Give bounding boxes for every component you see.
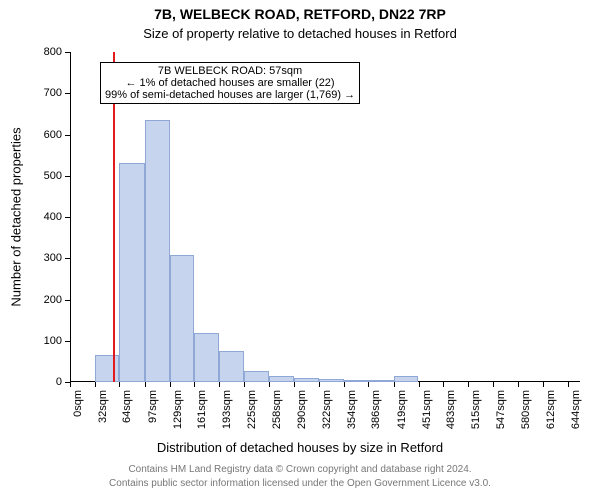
y-tick-mark (65, 300, 70, 301)
y-tick-label: 600 (44, 129, 62, 141)
x-tick-label: 129sqm (172, 390, 184, 440)
x-tick-label: 580sqm (520, 390, 532, 440)
x-tick-label: 0sqm (72, 390, 84, 440)
x-tick-label: 419sqm (396, 390, 408, 440)
x-tick-mark (443, 382, 444, 387)
y-tick-label: 800 (44, 46, 62, 58)
info-box-line: ← 1% of detached houses are smaller (22) (105, 77, 355, 89)
histogram-bar (269, 376, 294, 382)
histogram-bar (194, 333, 219, 383)
x-tick-mark (394, 382, 395, 387)
x-tick-mark (244, 382, 245, 387)
x-tick-mark (70, 382, 71, 387)
y-tick-mark (65, 135, 70, 136)
info-box-line: 7B WELBECK ROAD: 57sqm (105, 65, 355, 77)
x-tick-label: 386sqm (370, 390, 382, 440)
x-tick-label: 515sqm (470, 390, 482, 440)
x-tick-mark (319, 382, 320, 387)
histogram-bar (170, 255, 195, 382)
x-tick-label: 451sqm (421, 390, 433, 440)
x-tick-label: 290sqm (296, 390, 308, 440)
x-tick-mark (518, 382, 519, 387)
histogram-bar (319, 379, 344, 382)
y-tick-label: 700 (44, 87, 62, 99)
y-axis-line (70, 52, 71, 382)
histogram-bar (344, 380, 369, 382)
y-tick-mark (65, 52, 70, 53)
footer-line-2: Contains public sector information licen… (0, 478, 600, 489)
y-axis-label: Number of detached properties (9, 127, 24, 306)
x-tick-mark (568, 382, 569, 387)
info-box-line: 99% of semi-detached houses are larger (… (105, 89, 355, 101)
x-tick-mark (145, 382, 146, 387)
histogram-bar (368, 380, 394, 382)
x-tick-label: 97sqm (147, 390, 159, 440)
x-tick-label: 483sqm (445, 390, 457, 440)
y-tick-label: 0 (56, 376, 62, 388)
x-tick-label: 644sqm (570, 390, 582, 440)
x-tick-mark (194, 382, 195, 387)
x-tick-mark (119, 382, 120, 387)
footer-line-1: Contains HM Land Registry data © Crown c… (0, 464, 600, 475)
x-tick-label: 225sqm (246, 390, 258, 440)
histogram-bar (95, 355, 120, 382)
x-tick-label: 193sqm (221, 390, 233, 440)
y-tick-label: 200 (44, 294, 62, 306)
y-tick-mark (65, 341, 70, 342)
x-tick-mark (170, 382, 171, 387)
x-tick-mark (419, 382, 420, 387)
x-tick-label: 354sqm (346, 390, 358, 440)
x-tick-mark (368, 382, 369, 387)
x-tick-label: 32sqm (97, 390, 109, 440)
chart-title: 7B, WELBECK ROAD, RETFORD, DN22 7RP (0, 6, 600, 22)
x-tick-label: 161sqm (196, 390, 208, 440)
x-tick-mark (219, 382, 220, 387)
x-tick-mark (344, 382, 345, 387)
x-tick-label: 612sqm (545, 390, 557, 440)
histogram-bar (219, 351, 244, 382)
chart-subtitle: Size of property relative to detached ho… (0, 26, 600, 41)
x-tick-label: 258sqm (271, 390, 283, 440)
histogram-bar (145, 120, 170, 382)
histogram-bar (394, 376, 419, 382)
y-tick-mark (65, 217, 70, 218)
x-tick-label: 64sqm (121, 390, 133, 440)
y-tick-label: 300 (44, 252, 62, 264)
y-tick-mark (65, 93, 70, 94)
y-tick-label: 100 (44, 335, 62, 347)
x-tick-label: 322sqm (321, 390, 333, 440)
y-tick-label: 400 (44, 211, 62, 223)
x-axis-label: Distribution of detached houses by size … (0, 440, 600, 455)
y-tick-mark (65, 176, 70, 177)
info-box: 7B WELBECK ROAD: 57sqm← 1% of detached h… (100, 62, 360, 104)
histogram-bar (244, 371, 270, 382)
y-tick-label: 500 (44, 170, 62, 182)
x-tick-label: 547sqm (495, 390, 507, 440)
x-tick-mark (95, 382, 96, 387)
histogram-bar (294, 378, 319, 382)
x-tick-mark (543, 382, 544, 387)
y-tick-mark (65, 258, 70, 259)
x-tick-mark (269, 382, 270, 387)
x-tick-mark (493, 382, 494, 387)
x-tick-mark (294, 382, 295, 387)
x-tick-mark (468, 382, 469, 387)
histogram-bar (119, 163, 145, 382)
